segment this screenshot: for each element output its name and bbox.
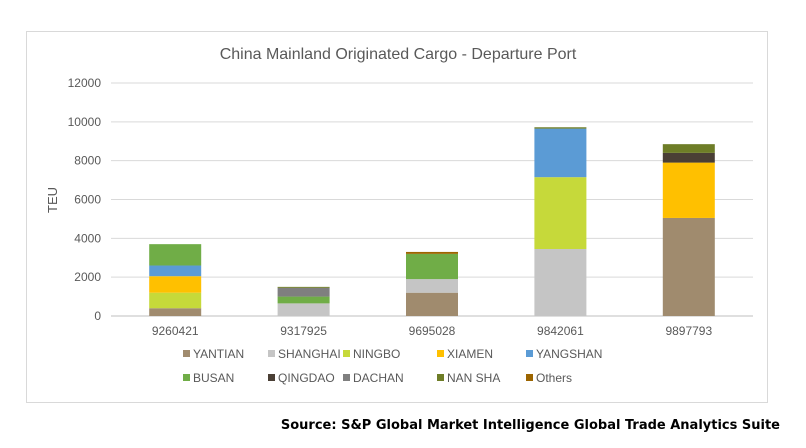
legend-swatch [526,350,533,357]
legend-swatch [437,350,444,357]
y-tick-label: 4000 [74,231,101,245]
legend-label: BUSAN [193,371,234,385]
y-tick-label: 8000 [74,154,101,168]
x-tick-label: 9260421 [152,324,199,338]
x-tick-label: 9695028 [409,324,456,338]
legend-label: SHANGHAI [278,347,341,361]
legend-label: NAN SHA [447,371,500,385]
bar-segment-dachan [277,287,330,297]
chart-title: China Mainland Originated Cargo - Depart… [220,46,577,63]
source-caption: Source: S&P Global Market Intelligence G… [280,418,780,433]
bar-segment-nan-sha [662,144,715,153]
legend-swatch [268,350,275,357]
bar-segment-nan-sha [534,127,587,129]
legend-swatch [183,350,190,357]
bars-layer [149,127,715,316]
y-tick-label: 10000 [68,115,102,129]
bar-segment-ningbo [149,292,202,309]
bar-segment-busan [149,244,202,266]
bar-segment-yantian [662,217,715,316]
bar-segment-shanghai [406,279,458,293]
bar-segment-busan [277,296,330,304]
y-tick-label: 2000 [74,270,101,284]
bar-segment-ningbo [534,177,587,250]
bar-segment-shanghai [534,249,587,316]
x-tick-label: 9897793 [665,324,712,338]
bar-segment-xiamen [149,276,202,293]
legend-label: YANGSHAN [536,347,602,361]
legend-label: XIAMEN [447,347,493,361]
legend-label: QINGDAO [278,371,335,385]
y-axis-label: TEU [45,187,60,213]
x-tick-label: 9842061 [537,324,584,338]
legend-label: NINGBO [353,347,400,361]
legend-swatch [437,374,444,381]
y-tick-labels: 0 2000 4000 6000 8000 10000 12000 [68,76,102,323]
grid-layer [111,82,753,317]
y-tick-label: 12000 [68,76,102,90]
bar-segment-shanghai [277,303,330,316]
chart-frame: China Mainland Originated Cargo - Depart… [26,31,768,403]
legend-swatch [268,374,275,381]
legend-swatch [343,374,350,381]
bar-segment-yantian [406,292,458,316]
legend-swatch [343,350,350,357]
legend-label: DACHAN [353,371,404,385]
bar-segment-yangshan [149,265,202,277]
legend-swatch [526,374,533,381]
bar-segment-yantian [149,308,202,316]
bar-segment-others [406,251,458,254]
bar-segment-busan [406,253,458,280]
bar-segment-xiamen [662,162,715,218]
legend-label: Others [536,371,572,385]
bar-segment-nan-sha [277,286,330,288]
y-tick-label: 6000 [74,193,101,207]
legend-swatch [183,374,190,381]
chart-svg: China Mainland Originated Cargo - Depart… [45,46,753,385]
bar-segment-yangshan [534,128,587,178]
x-tick-labels: 9260421 9317925 9695028 9842061 9897793 [152,324,713,338]
y-tick-label: 0 [94,309,101,323]
x-tick-label: 9317925 [280,324,327,338]
legend: YANTIAN SHANGHAI NINGBO XIAMEN YANGSHAN BUSAN… [183,347,602,385]
bar-segment-qingdao [662,152,715,163]
legend-label: YANTIAN [193,347,244,361]
